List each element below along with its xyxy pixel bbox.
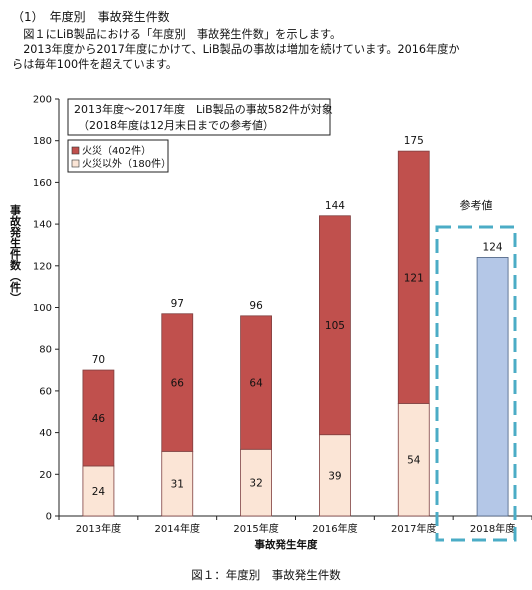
note-box (67, 98, 331, 136)
data-label-non-fire: 32 (249, 478, 262, 490)
legend-label-fire: 火災（402件） (82, 145, 151, 157)
data-label-total: 175 (404, 135, 424, 147)
data-label-fire: 46 (92, 413, 106, 425)
data-label-non-fire: 39 (328, 470, 341, 482)
x-tick-label: 2016年度 (312, 522, 357, 535)
bar-segment-non-fire (240, 448, 272, 517)
x-tick-label: 2013年度 (76, 522, 121, 535)
bar-segment-fire (82, 369, 115, 467)
y-tick-label: 200 (33, 95, 52, 106)
y-tick-label: 120 (33, 261, 52, 272)
data-label-non-fire: 31 (171, 479, 184, 491)
x-tick-label: 2014年度 (155, 522, 200, 535)
data-label-total: 124 (483, 241, 503, 253)
legend-label-non-fire: 火災以外（180件） (82, 158, 171, 170)
reference-dashed-box (435, 225, 517, 542)
y-tick-label: 0 (46, 512, 52, 523)
data-label-total: 70 (92, 354, 105, 366)
y-tick-label: 180 (33, 136, 52, 147)
data-label-fire: 66 (171, 378, 185, 390)
note-line-2: （2018年度は12月末日までの参考値） (78, 118, 274, 132)
y-tick-label: 40 (39, 428, 52, 439)
legend-swatch-fire (71, 146, 80, 155)
data-label-non-fire: 24 (92, 486, 106, 498)
bar-segment-fire (397, 150, 430, 404)
y-tick-label: 20 (39, 470, 52, 481)
x-axis-title: 事故発生年度 (255, 538, 318, 551)
bar-segment-fire (161, 313, 194, 452)
data-label-fire: 105 (325, 320, 345, 332)
reference-label: 参考値 (460, 198, 493, 212)
paragraph-line-3: らは毎年100件を超えています。 (12, 58, 178, 71)
data-label-total: 144 (325, 200, 345, 212)
data-label-non-fire: 54 (407, 455, 421, 467)
legend-swatch-non-fire (71, 159, 80, 168)
y-tick-label: 80 (39, 345, 52, 356)
y-axis-title: 事故発生件数（件） (9, 203, 23, 303)
legend-box (67, 139, 169, 173)
chart-labels: 24 46 70 2013年度 31 66 97 2014年度 32 64 96 2015年度 39 10… (76, 135, 516, 535)
paragraph-line-2: 2013年度から2017年度にかけて、LiB製品の事故は増加を続けています。20… (12, 43, 460, 56)
y-tick-label: 100 (33, 303, 52, 314)
paragraph-line-1: 図１にLiB製品における「年度別 事故発生件数」を示します。 (12, 28, 342, 41)
data-label-total: 97 (171, 298, 184, 310)
data-label-total: 96 (249, 300, 263, 312)
accident-bar-chart: 0 20 40 60 80 100 120 140 160 180 200 24 46 70 2013年度… (9, 95, 532, 551)
x-tick-label: 2018年度 (470, 522, 515, 535)
chart-axes: 0 20 40 60 80 100 120 140 160 180 200 (33, 95, 532, 523)
y-tick-label: 140 (33, 220, 52, 231)
bar-segment-fire (319, 215, 351, 436)
bar-segment-fire (240, 315, 272, 450)
bar-reference (476, 257, 509, 517)
chart-bars (82, 150, 509, 517)
bar-segment-non-fire (82, 465, 115, 517)
data-label-fire: 64 (249, 378, 263, 390)
section-heading: （1） 年度別 事故発生件数 (12, 10, 170, 24)
y-tick-label: 160 (33, 178, 52, 189)
figure-caption: 図１：年度別 事故発生件数 (191, 568, 341, 582)
data-label-fire: 121 (404, 272, 424, 284)
bar-segment-non-fire (397, 403, 430, 517)
note-line-1: 2013年度～2017年度 LiB製品の事故582件が対象 (74, 102, 333, 116)
y-tick-label: 60 (39, 386, 52, 397)
x-tick-label: 2015年度 (233, 522, 278, 535)
x-tick-label: 2017年度 (391, 522, 436, 535)
